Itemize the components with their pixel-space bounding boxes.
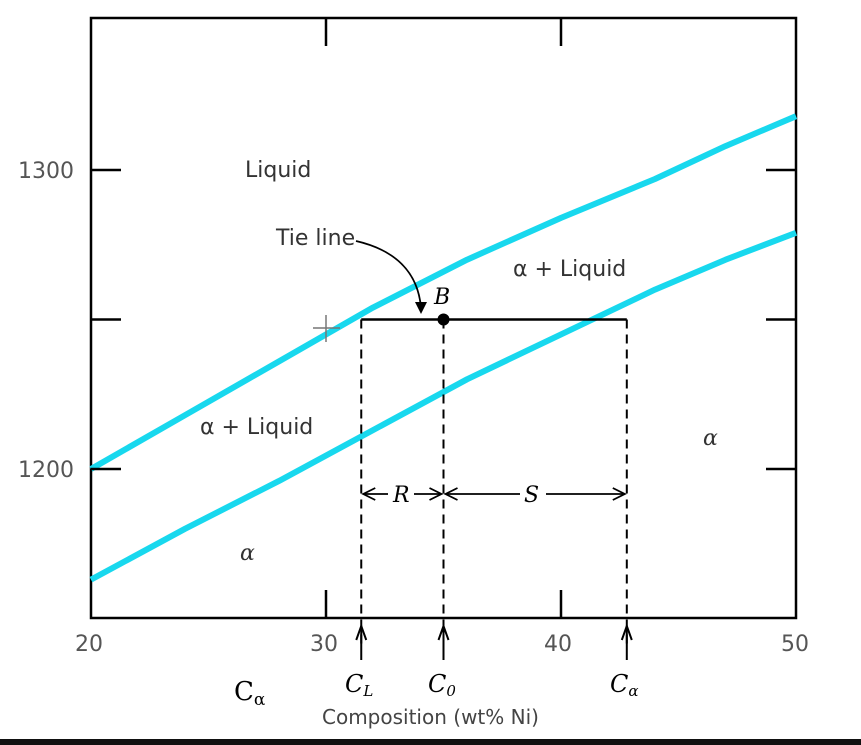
x-tick-30: 30	[310, 632, 338, 657]
region-alpha-liquid-upper: α + Liquid	[513, 257, 626, 282]
point-b-marker	[437, 313, 450, 326]
label-calpha-outer: Cα	[234, 677, 266, 710]
y-tick-1300: 1300	[18, 159, 74, 184]
region-alpha-right: α	[703, 426, 718, 451]
region-alpha-liquid-lower: α + Liquid	[200, 415, 313, 440]
drop-calpha-arrow-head-icon	[620, 623, 633, 641]
x-tick-40: 40	[544, 632, 572, 657]
tie-line-pointer	[355, 240, 422, 309]
dim-r-arrow-right-icon	[429, 487, 444, 501]
phase-boundaries	[89, 113, 798, 583]
drop-cl-arrow-head-icon	[355, 623, 368, 641]
tie-line-label: Tie line	[275, 226, 355, 251]
crosshair-cursor-icon	[313, 315, 340, 342]
label-cl: CL	[345, 670, 373, 700]
dim-r-arrow-left-icon	[361, 487, 376, 501]
x-tick-50: 50	[781, 632, 809, 657]
solidus-curve	[89, 229, 798, 583]
y-tick-1200: 1200	[18, 458, 74, 483]
label-calpha: Cα	[610, 670, 639, 700]
x-axis-title: Composition (wt% Ni)	[322, 705, 539, 729]
liquidus-curve	[89, 113, 798, 472]
dim-s-arrow-right-icon	[612, 487, 627, 501]
drop-c0-arrow-head-icon	[437, 623, 450, 641]
dimension-arrows	[361, 487, 627, 501]
region-liquid: Liquid	[245, 158, 311, 183]
axis-ticks	[91, 18, 796, 618]
label-c0: C0	[428, 670, 456, 700]
point-b-label: B	[433, 285, 450, 310]
dim-s-arrow-left-icon	[443, 487, 458, 501]
x-tick-20: 20	[75, 632, 103, 657]
window-bottom-border	[0, 739, 861, 745]
label-s: S	[524, 483, 539, 508]
tie-line-group	[355, 318, 633, 660]
plot-frame	[89, 16, 798, 620]
region-alpha-left: α	[240, 541, 255, 566]
tie-line-arrowhead-icon	[415, 302, 427, 314]
label-r: R	[392, 483, 410, 508]
